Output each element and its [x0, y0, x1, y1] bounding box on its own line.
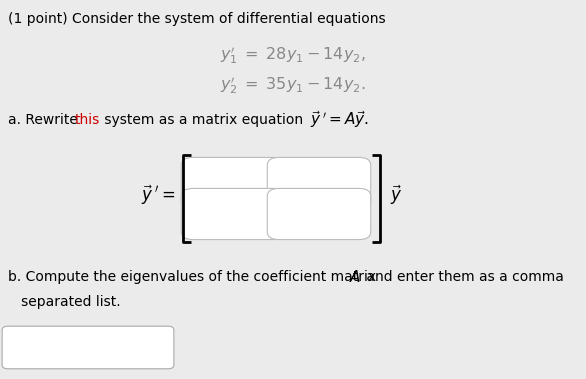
Text: $\vec{y}\,' =$: $\vec{y}\,' =$: [141, 183, 175, 207]
Text: system as a matrix equation: system as a matrix equation: [100, 113, 308, 127]
FancyBboxPatch shape: [2, 326, 174, 369]
Text: a. Rewrite: a. Rewrite: [8, 113, 82, 127]
Text: $\mathit{A}$: $\mathit{A}$: [349, 269, 361, 285]
FancyBboxPatch shape: [267, 188, 371, 240]
Text: $\vec{y}\,' = A\vec{y}.$: $\vec{y}\,' = A\vec{y}.$: [310, 110, 369, 130]
FancyBboxPatch shape: [181, 188, 285, 240]
FancyBboxPatch shape: [181, 157, 285, 208]
Text: (1 point) Consider the system of differential equations: (1 point) Consider the system of differe…: [8, 12, 386, 26]
Text: this: this: [75, 113, 100, 127]
Text: $y_2' \;=\; 35y_1 - 14y_2.$: $y_2' \;=\; 35y_1 - 14y_2.$: [220, 74, 366, 96]
FancyBboxPatch shape: [267, 157, 371, 208]
Text: b. Compute the eigenvalues of the coefficient matrix: b. Compute the eigenvalues of the coeffi…: [8, 270, 380, 284]
Text: and enter them as a comma: and enter them as a comma: [362, 270, 564, 284]
Text: $\vec{y}$: $\vec{y}$: [390, 183, 403, 207]
Text: $y_1' \;=\; 28y_1 - 14y_2,$: $y_1' \;=\; 28y_1 - 14y_2,$: [220, 44, 366, 66]
Text: separated list.: separated list.: [8, 295, 121, 309]
